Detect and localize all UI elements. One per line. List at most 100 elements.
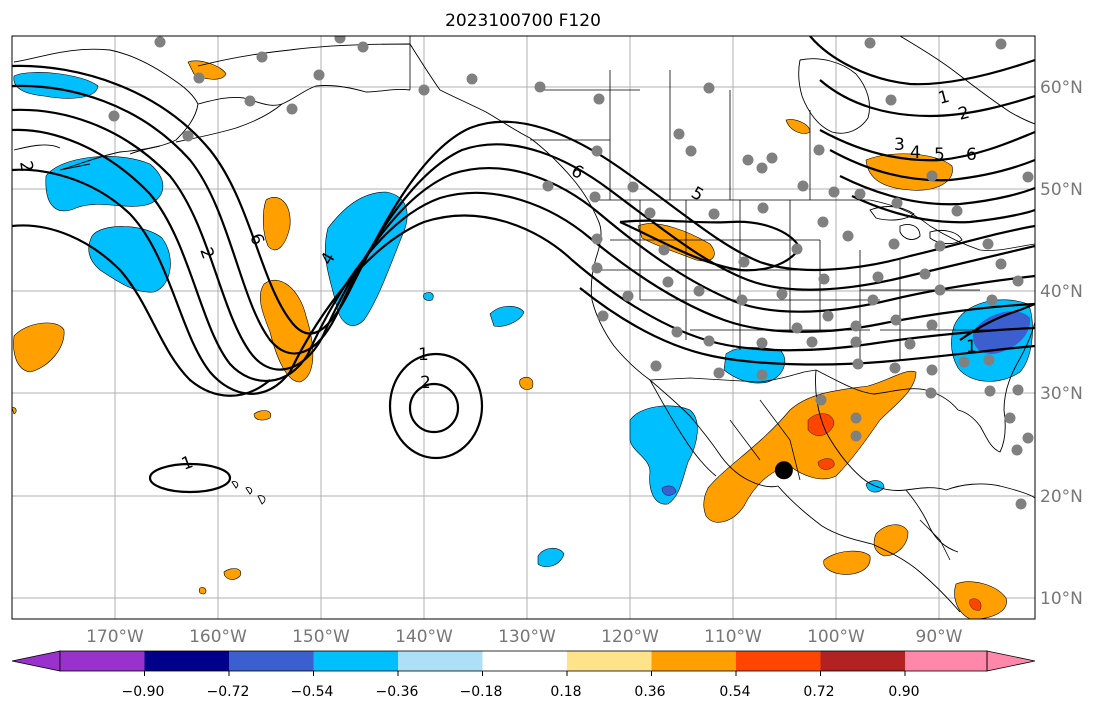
contour-label: 2 xyxy=(956,103,972,125)
colorbar-swatch xyxy=(736,651,821,671)
station-dot xyxy=(890,314,902,326)
station-dot xyxy=(926,170,938,182)
negative-anomaly-shading xyxy=(13,72,1033,567)
station-dot xyxy=(766,152,778,164)
colorbar-tick-label: 0.72 xyxy=(803,684,834,700)
station-dot xyxy=(286,103,298,115)
station-dot xyxy=(1011,444,1023,456)
station-dot xyxy=(418,84,430,96)
colorbar-outline xyxy=(59,650,988,672)
station-dot xyxy=(813,144,825,156)
station-dot xyxy=(703,335,715,347)
station-dot xyxy=(919,268,931,280)
station-dot xyxy=(926,364,938,376)
colorbar-swatch xyxy=(398,651,483,671)
station-dot xyxy=(182,130,194,142)
lat-label: 10°N xyxy=(1040,589,1083,609)
colorbar-swatch xyxy=(144,651,230,671)
colorbar-swatch xyxy=(820,651,906,671)
political-borders xyxy=(409,36,1035,561)
station-dot xyxy=(757,202,769,214)
station-dot xyxy=(591,262,603,274)
lat-label: 50°N xyxy=(1040,180,1083,200)
colorbar-swatch xyxy=(567,651,652,671)
map-panel: 1 2 3 4 5 6 1 2 4 6 2 1 6 5 1 2 xyxy=(12,36,1035,619)
station-dot xyxy=(1022,171,1034,183)
station-dot xyxy=(738,256,750,268)
station-dot xyxy=(995,38,1007,50)
station-dot xyxy=(951,205,963,217)
station-dot xyxy=(806,336,818,348)
station-dot xyxy=(644,207,656,219)
station-dot xyxy=(108,110,120,122)
station-dot xyxy=(193,72,205,84)
station-dot xyxy=(756,162,768,174)
station-dot xyxy=(313,69,325,81)
lat-label: 20°N xyxy=(1040,487,1083,507)
contour-label: 1 xyxy=(966,337,977,357)
station-dot xyxy=(791,322,803,334)
station-dot xyxy=(850,320,862,332)
contour-label: 3 xyxy=(894,135,905,155)
map-title: 2023100700 F120 xyxy=(445,11,601,31)
colorbar-tick-label: 0.18 xyxy=(550,684,581,700)
colorbar-tick-label: −0.36 xyxy=(376,684,419,700)
station-dot xyxy=(934,240,946,252)
station-dot xyxy=(154,36,166,48)
station-dot xyxy=(850,336,862,348)
station-dot xyxy=(815,394,827,406)
lat-label: 30°N xyxy=(1040,384,1083,404)
colorbar-tick-label: −0.18 xyxy=(460,684,503,700)
station-dot xyxy=(693,285,705,297)
station-dot xyxy=(852,358,864,370)
lon-label: 140°W xyxy=(395,627,453,647)
station-dot xyxy=(671,326,683,338)
station-dot xyxy=(650,360,662,372)
colorbar-tick-label: 0.90 xyxy=(888,684,919,700)
lon-label: 110°W xyxy=(704,627,762,647)
station-dot xyxy=(742,154,754,166)
station-dot xyxy=(822,310,834,322)
station-dot xyxy=(622,290,634,302)
station-dot xyxy=(958,356,970,368)
map-frame xyxy=(11,35,1036,620)
colorbar-swatch xyxy=(313,651,399,671)
station-dot xyxy=(673,128,685,140)
station-dot xyxy=(591,145,603,157)
station-dot xyxy=(597,310,609,322)
station-dot xyxy=(591,233,603,245)
station-dot xyxy=(885,94,897,106)
station-dot xyxy=(850,412,862,424)
station-dot xyxy=(334,36,346,44)
station-dot xyxy=(986,294,998,306)
contour-label: 2 xyxy=(15,159,37,173)
colorbar-swatch xyxy=(482,651,568,671)
station-dot xyxy=(756,337,768,349)
colorbar-tick-label: 0.36 xyxy=(634,684,665,700)
station-dot xyxy=(1012,275,1024,287)
lon-label: 170°W xyxy=(86,627,144,647)
station-dot xyxy=(534,81,546,93)
station-dot xyxy=(713,367,725,379)
colorbar-extend-low xyxy=(11,650,61,672)
colorbar xyxy=(11,650,1036,676)
longitude-labels: 170°W 160°W 150°W 140°W 130°W 120°W 110°… xyxy=(86,627,963,647)
station-dot xyxy=(708,208,720,220)
station-dot xyxy=(926,319,938,331)
contour-label: 2 xyxy=(420,373,431,393)
contour-label: 6 xyxy=(966,145,977,165)
colorbar-tick-label: 0.54 xyxy=(719,684,750,700)
station-dot xyxy=(703,82,715,94)
station-dot xyxy=(627,181,639,193)
lat-label: 60°N xyxy=(1040,78,1083,98)
location-marker xyxy=(774,461,793,480)
station-dot xyxy=(1012,384,1024,396)
station-dot xyxy=(850,430,862,442)
positive-anomaly-shading xyxy=(12,60,1007,619)
contour-label: 1 xyxy=(936,87,952,109)
lon-label: 100°W xyxy=(807,627,865,647)
height-contours xyxy=(12,36,1035,494)
station-dot xyxy=(982,238,994,250)
station-dot xyxy=(736,294,748,306)
station-dot xyxy=(466,73,478,85)
